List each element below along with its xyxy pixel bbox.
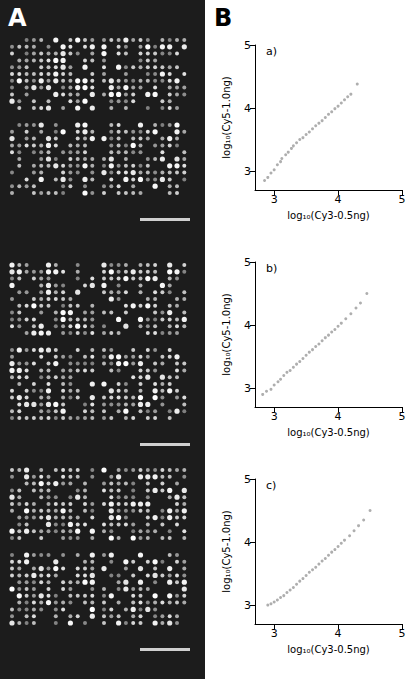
svg-text:4: 4 [244,536,251,549]
html-text:A: A [8,4,27,32]
svg-text:5: 5 [244,39,251,52]
svg-text:b): b) [266,262,277,275]
svg-text:log₁₀(Cy3-0.5ng): log₁₀(Cy3-0.5ng) [287,427,370,438]
svg-text:3: 3 [271,410,278,423]
svg-text:4: 4 [244,319,251,332]
svg-text:5: 5 [399,193,406,206]
svg-text:3: 3 [244,382,251,395]
svg-text:c): c) [266,479,276,492]
svg-text:4: 4 [335,410,342,423]
svg-text:4: 4 [335,193,342,206]
svg-text:log₁₀(Cy5-1.0ng): log₁₀(Cy5-1.0ng) [221,510,232,593]
svg-text:log₁₀(Cy5-1.0ng): log₁₀(Cy5-1.0ng) [221,293,232,376]
svg-text:log₁₀(Cy3-0.5ng): log₁₀(Cy3-0.5ng) [287,644,370,655]
svg-text:3: 3 [244,599,251,612]
svg-text:3: 3 [271,627,278,640]
svg-text:log₁₀(Cy3-0.5ng): log₁₀(Cy3-0.5ng) [287,210,370,221]
svg-text:3: 3 [244,165,251,178]
svg-text:4: 4 [244,102,251,115]
svg-text:4: 4 [335,627,342,640]
svg-text:a): a) [266,45,277,58]
svg-text:5: 5 [399,410,406,423]
svg-text:3: 3 [271,193,278,206]
svg-text:5: 5 [399,627,406,640]
svg-text:5: 5 [244,473,251,486]
svg-text:log₁₀(Cy5-1.0ng): log₁₀(Cy5-1.0ng) [221,76,232,159]
html-text:B: B [214,4,233,32]
svg-text:5: 5 [244,256,251,269]
